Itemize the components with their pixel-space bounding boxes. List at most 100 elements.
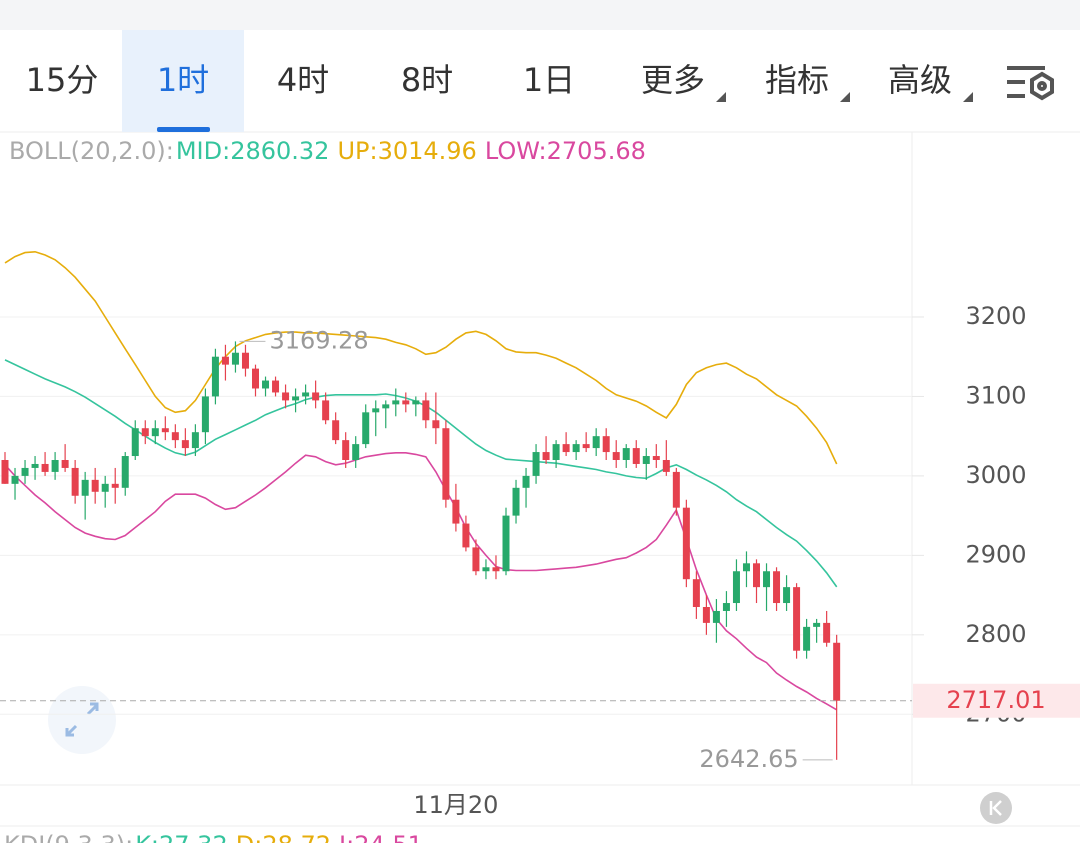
candle-body xyxy=(763,571,771,588)
candle-body xyxy=(813,622,821,627)
kdj-name: J: xyxy=(337,831,354,843)
indicator-legend: BOLL(20,2.0):MID:2860.32 UP:3014.96 LOW:27… xyxy=(9,137,646,165)
candle-body xyxy=(121,456,129,488)
candle-body xyxy=(402,400,410,405)
candle-body xyxy=(702,607,710,623)
candle-body xyxy=(442,428,450,500)
y-tick-label: 2900 xyxy=(965,540,1026,568)
candle-body xyxy=(131,428,139,457)
status-strip xyxy=(0,0,1080,30)
candle-body xyxy=(1,460,9,484)
candle-body xyxy=(572,444,580,453)
candle-body xyxy=(141,428,149,437)
candle-body xyxy=(282,392,290,401)
candle-body xyxy=(462,523,470,548)
candle-body xyxy=(632,448,640,464)
tab[interactable]: 15分 xyxy=(26,61,99,99)
candle-body xyxy=(722,603,730,611)
candle-body xyxy=(582,444,590,449)
candle-body xyxy=(672,471,680,508)
candle-body xyxy=(432,420,440,429)
candle-body xyxy=(803,626,811,651)
kdj-legend: KDJ(9,3,3):K:27.32 D:28.72 J:24.51 xyxy=(4,831,423,843)
end-icon xyxy=(989,800,1002,816)
y-tick-label: 2800 xyxy=(965,620,1026,648)
candle-body xyxy=(171,432,179,441)
candle-body xyxy=(262,380,270,389)
candle-body xyxy=(532,452,540,476)
candle-body xyxy=(472,547,480,572)
candle-body xyxy=(622,448,630,460)
kdj-value: 24.51 xyxy=(354,831,423,843)
y-tick-label: 3100 xyxy=(965,381,1026,409)
candle-body xyxy=(252,368,259,389)
candle-body xyxy=(322,400,330,421)
tab[interactable]: 8时 xyxy=(401,61,453,99)
candle-body xyxy=(81,479,89,496)
dropdown-mark xyxy=(963,92,973,102)
tab[interactable]: 指标 xyxy=(765,61,829,99)
candle-body xyxy=(11,475,19,484)
candle-body xyxy=(111,483,119,488)
kdj-label: KDJ(9,3,3): xyxy=(4,831,133,843)
band-line xyxy=(4,250,838,465)
kdj-value: 27.32 xyxy=(159,831,228,843)
candle-body xyxy=(833,642,841,701)
button-bg xyxy=(48,686,116,754)
candle-body xyxy=(91,479,99,492)
tab[interactable]: 1时 xyxy=(157,61,209,99)
legend-value: 2860.32 xyxy=(230,137,329,165)
band-line xyxy=(4,452,838,711)
candle-body xyxy=(592,436,600,449)
candle-body xyxy=(191,432,199,449)
kdj-name: D: xyxy=(236,831,263,843)
candle-body xyxy=(362,412,370,445)
candle-body xyxy=(302,392,310,397)
settings-icon[interactable] xyxy=(1007,66,1054,101)
kdj-name: K: xyxy=(135,831,159,843)
candle-body xyxy=(452,499,460,524)
legend-name: LOW: xyxy=(485,137,547,165)
band-line xyxy=(4,359,838,588)
x-tick-label: 11月20 xyxy=(413,791,498,819)
button-bg xyxy=(980,792,1012,824)
active-tab-indicator xyxy=(157,127,210,132)
candle-body xyxy=(372,408,380,413)
candle-body xyxy=(652,456,660,460)
candle-body xyxy=(31,463,39,468)
y-tick-label: 3200 xyxy=(965,302,1026,330)
tab[interactable]: 4时 xyxy=(277,61,329,99)
candle-body xyxy=(662,460,670,472)
last-price-label: 2717.01 xyxy=(946,686,1045,714)
tab[interactable]: 1日 xyxy=(523,61,575,99)
kdj-value: 28.72 xyxy=(262,831,331,843)
legend-value: 2705.68 xyxy=(547,137,646,165)
candle-body xyxy=(783,587,791,604)
candle-body xyxy=(241,352,249,369)
candle-body xyxy=(562,444,570,453)
candle-body xyxy=(492,567,500,572)
tab[interactable]: 高级 xyxy=(888,61,952,99)
candle-body xyxy=(412,400,420,405)
candle-body xyxy=(51,460,59,472)
legend-value: 3014.96 xyxy=(378,137,477,165)
dropdown-mark xyxy=(716,92,726,102)
icon-hex xyxy=(1030,71,1054,101)
candle-body xyxy=(692,579,700,608)
candle-body xyxy=(602,436,610,453)
candle-body xyxy=(181,440,189,449)
max-label: 3169.28 xyxy=(269,326,368,354)
candle-body xyxy=(753,563,760,588)
tab[interactable]: 更多 xyxy=(641,61,705,99)
active-tab-bg xyxy=(122,30,244,132)
candle-body xyxy=(522,475,530,488)
expand-button[interactable] xyxy=(48,686,116,754)
candle-body xyxy=(211,356,219,397)
scroll-end-button[interactable] xyxy=(980,792,1012,824)
candle-body xyxy=(502,515,510,572)
candle-body xyxy=(512,487,520,516)
last-price-box xyxy=(913,683,1080,718)
candle-body xyxy=(352,444,360,460)
y-tick-label: 3000 xyxy=(965,461,1026,489)
candle-body xyxy=(71,467,79,496)
